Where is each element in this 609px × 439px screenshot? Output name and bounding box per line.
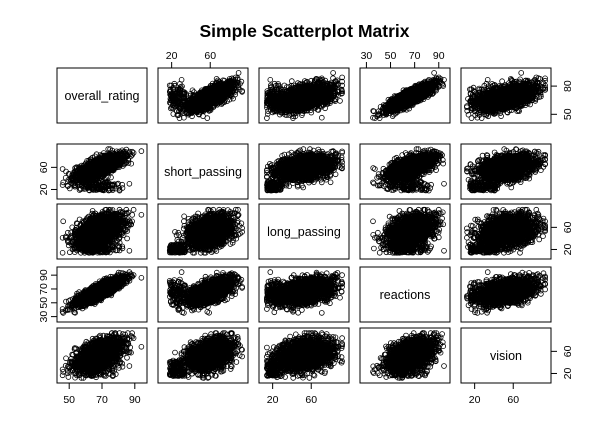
variable-label-overall_rating: overall_rating: [64, 89, 139, 103]
chart-title: Simple Scatterplot Matrix: [199, 21, 409, 41]
panel-overall_rating-vs-overall_rating: overall_rating: [57, 68, 147, 123]
panel-overall_rating-vs-short_passing: [158, 68, 248, 123]
panel-overall_rating-vs-long_passing: [259, 68, 349, 123]
